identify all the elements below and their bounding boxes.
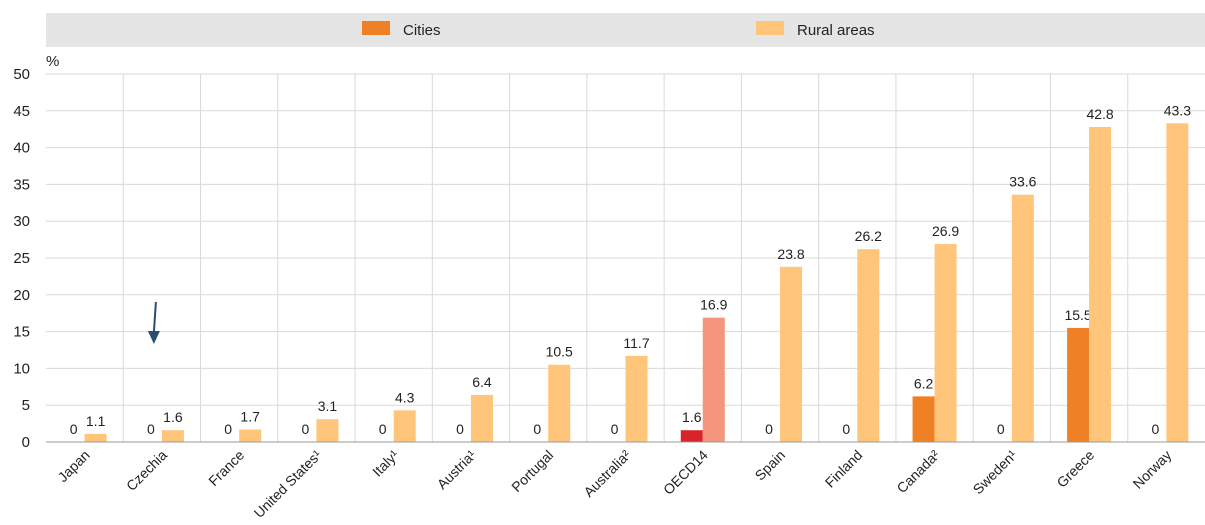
value-label-rural-areas-canada: 26.9 xyxy=(932,223,959,239)
bar-rural-areas-norway xyxy=(1166,123,1189,442)
x-tick-label-austria: Austria¹ xyxy=(434,447,480,493)
bar-rural-areas-france xyxy=(239,429,262,442)
plot-area: 0 5 10 15 20 25 30 35 40 45 50 0 1.1 Japan 0 1.6 Czechia… xyxy=(13,66,1205,521)
x-tick-label-italy: Italy¹ xyxy=(369,447,402,480)
x-tick-label-france: France xyxy=(205,447,247,489)
value-label-rural-areas-italy: 4.3 xyxy=(395,389,415,405)
x-tick-label-finland: Finland xyxy=(822,447,866,491)
y-tick-label: 5 xyxy=(22,397,30,414)
value-label-cities-spain: 0 xyxy=(765,421,773,437)
value-label-cities-finland: 0 xyxy=(842,421,850,437)
value-label-cities-australia: 0 xyxy=(611,421,619,437)
y-tick-label: 35 xyxy=(13,176,30,193)
legend-label-rural-areas: Rural areas xyxy=(797,22,875,39)
bar-rural-areas-sweden xyxy=(1011,194,1034,442)
value-label-cities-japan: 0 xyxy=(70,421,78,437)
bar-cities-canada xyxy=(912,396,935,442)
bar-rural-areas-canada xyxy=(934,244,957,442)
annotation-arrow-shaft xyxy=(152,301,157,333)
legend-band xyxy=(46,13,1205,47)
value-label-rural-areas-united-states: 3.1 xyxy=(318,398,338,414)
value-label-cities-canada: 6.2 xyxy=(914,375,934,391)
value-label-cities-greece: 15.5 xyxy=(1064,307,1091,323)
value-label-cities-norway: 0 xyxy=(1151,421,1159,437)
value-label-cities-czechia: 0 xyxy=(147,421,155,437)
value-label-rural-areas-finland: 26.2 xyxy=(855,228,882,244)
y-tick-label: 30 xyxy=(13,213,30,230)
value-label-cities-oecd14: 1.6 xyxy=(682,409,702,425)
value-label-cities-austria: 0 xyxy=(456,421,464,437)
value-label-rural-areas-france: 1.7 xyxy=(240,408,260,424)
x-tick-label-japan: Japan xyxy=(54,447,92,485)
bar-rural-areas-finland xyxy=(857,249,880,442)
y-tick-label: 15 xyxy=(13,324,30,341)
y-tick-label: 50 xyxy=(13,66,30,83)
bar-rural-areas-australia xyxy=(625,355,648,442)
x-tick-label-australia: Australia² xyxy=(580,447,633,500)
value-label-cities-italy: 0 xyxy=(379,421,387,437)
legend-label-cities: Cities xyxy=(403,22,441,39)
value-label-rural-areas-austria: 6.4 xyxy=(472,374,492,390)
bar-rural-areas-greece xyxy=(1089,126,1112,442)
legend-swatch-cities xyxy=(362,21,390,35)
value-label-rural-areas-sweden: 33.6 xyxy=(1009,174,1036,190)
value-label-cities-sweden: 0 xyxy=(997,421,1005,437)
x-tick-label-canada: Canada² xyxy=(893,447,943,497)
bar-rural-areas-oecd14 xyxy=(702,317,725,442)
y-tick-label: 0 xyxy=(22,434,30,451)
legend: Cities Rural areas xyxy=(46,13,1205,47)
x-tick-label-greece: Greece xyxy=(1053,447,1097,491)
y-tick-label: 45 xyxy=(13,103,30,120)
value-label-rural-areas-spain: 23.8 xyxy=(777,246,804,262)
value-label-rural-areas-norway: 43.3 xyxy=(1164,102,1191,118)
x-tick-label-spain: Spain xyxy=(752,447,789,484)
value-label-rural-areas-greece: 42.8 xyxy=(1086,106,1113,122)
x-tick-label-portugal: Portugal xyxy=(508,447,556,495)
y-axis-label: % xyxy=(46,53,59,70)
x-tick-label-sweden: Sweden¹ xyxy=(970,447,1021,498)
x-tick-label-united-states: United States¹ xyxy=(251,447,325,521)
value-label-cities-portugal: 0 xyxy=(533,421,541,437)
y-tick-label: 20 xyxy=(13,287,30,304)
bar-rural-areas-united-states xyxy=(316,419,339,442)
y-tick-label: 25 xyxy=(13,250,30,267)
bar-rural-areas-japan xyxy=(84,433,107,442)
bar-rural-areas-italy xyxy=(393,410,416,442)
bar-rural-areas-portugal xyxy=(548,364,571,442)
x-tick-label-norway: Norway xyxy=(1130,447,1175,492)
value-label-rural-areas-czechia: 1.6 xyxy=(163,409,183,425)
value-label-cities-france: 0 xyxy=(224,421,232,437)
bar-rural-areas-spain xyxy=(780,266,803,442)
x-tick-label-oecd14: OECD14 xyxy=(660,447,711,498)
y-tick-label: 10 xyxy=(13,360,30,377)
legend-swatch-rural-areas xyxy=(756,21,784,35)
annotation-arrow-head xyxy=(147,331,160,344)
value-label-rural-areas-australia: 11.7 xyxy=(623,335,649,351)
bar-rural-areas-austria xyxy=(470,394,493,442)
bar-cities-oecd14 xyxy=(680,430,703,442)
value-label-cities-united-states: 0 xyxy=(302,421,310,437)
value-label-rural-areas-japan: 1.1 xyxy=(86,413,106,429)
bar-rural-areas-czechia xyxy=(161,430,184,442)
x-tick-label-czechia: Czechia xyxy=(123,447,170,494)
bar-cities-greece xyxy=(1067,327,1090,442)
value-label-rural-areas-portugal: 10.5 xyxy=(546,344,573,360)
y-tick-label: 40 xyxy=(13,140,30,157)
value-label-rural-areas-oecd14: 16.9 xyxy=(700,297,727,313)
